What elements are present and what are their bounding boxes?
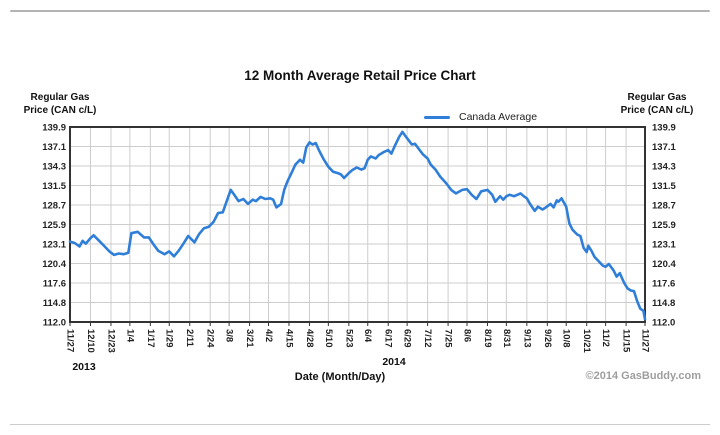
- x-tick-label: 5/23: [343, 329, 354, 348]
- y-tick-label-left: 120.4: [42, 259, 66, 270]
- y-tick-label-left: 123.1: [42, 240, 66, 251]
- x-tick-label: 8/6: [461, 329, 472, 342]
- y-tick-label-left: 117.6: [43, 279, 66, 290]
- left-y-axis-title-line2: Price (CAN c/L): [23, 104, 97, 116]
- left-y-axis-title: Regular Gas Price (CAN c/L): [8, 92, 112, 117]
- copyright-text: ©2014 GasBuddy.com: [585, 370, 702, 382]
- y-tick-label-right: 131.5: [652, 181, 676, 192]
- x-tick-label: 3/8: [224, 329, 235, 342]
- y-tick-label-right: 137.1: [652, 142, 676, 153]
- y-tick-label-left: 128.7: [42, 201, 66, 212]
- panel-top-border: [10, 10, 710, 12]
- left-y-axis-title-line1: Regular Gas: [30, 92, 90, 103]
- legend-label: Canada Average: [459, 111, 538, 123]
- plot-frame: [69, 126, 646, 323]
- x-tick-label: 5/10: [323, 329, 334, 348]
- x-tick-label: 12/23: [105, 329, 116, 353]
- x-tick-label: 1/29: [164, 329, 175, 348]
- y-tick-label-right: 125.9: [652, 220, 676, 231]
- x-tick-label: 12/10: [85, 329, 96, 353]
- y-tick-label-right: 139.9: [652, 123, 676, 134]
- x-tick-label: 10/8: [561, 329, 572, 348]
- y-tick-label-right: 114.8: [652, 298, 675, 309]
- y-tick-label-left: 134.3: [42, 162, 66, 173]
- legend-canada-average[interactable]: Canada Average: [424, 111, 537, 123]
- x-tick-label: 6/17: [383, 329, 394, 348]
- x-axis-title: Date (Month/Day): [294, 371, 386, 383]
- x-tick-label: 4/15: [283, 329, 294, 348]
- x-tick-label: 7/25: [443, 329, 454, 348]
- x-axis-year-2014: 2014: [382, 356, 406, 368]
- y-tick-label-left: 131.5: [42, 181, 66, 192]
- y-tick-label-right: 117.6: [652, 279, 675, 290]
- right-y-axis-title-line2: Price (CAN c/L): [620, 104, 694, 116]
- y-tick-label-right: 123.1: [652, 240, 676, 251]
- y-tick-label-right: 120.4: [652, 259, 676, 270]
- x-tick-label: 9/26: [542, 329, 553, 348]
- x-tick-label: 4/2: [263, 329, 274, 342]
- x-tick-label: 6/4: [362, 329, 373, 343]
- y-tick-label-left: 125.9: [42, 220, 66, 231]
- x-tick-label: 1/4: [124, 329, 135, 343]
- chart-title: 12 Month Average Retail Price Chart: [244, 68, 476, 83]
- legend-line-swatch: [424, 115, 450, 119]
- x-axis-year-2013: 2013: [72, 361, 96, 373]
- right-y-axis-title: Regular Gas Price (CAN c/L): [605, 92, 709, 117]
- x-tick-label: 6/29: [402, 329, 413, 348]
- y-tick-label-left: 112.0: [43, 318, 66, 329]
- x-tick-label: 8/19: [482, 329, 493, 348]
- y-tick-label-left: 114.8: [43, 298, 66, 309]
- x-tick-label: 8/31: [501, 329, 512, 348]
- x-tick-label: 11/15: [621, 329, 632, 353]
- y-tick-label-right: 112.0: [652, 318, 675, 329]
- right-y-axis-title-line1: Regular Gas: [627, 92, 687, 103]
- x-tick-label: 11/27: [640, 329, 651, 352]
- x-tick-label: 11/27: [65, 329, 76, 352]
- x-tick-label: 9/13: [521, 329, 532, 348]
- y-tick-label-right: 128.7: [652, 201, 676, 212]
- x-tick-label: 7/12: [422, 329, 433, 348]
- x-tick-label: 4/28: [304, 329, 315, 348]
- y-tick-label-left: 139.9: [42, 123, 66, 134]
- x-tick-label: 2/11: [184, 329, 195, 348]
- y-tick-label-right: 134.3: [652, 162, 676, 173]
- x-tick-label: 1/17: [145, 329, 156, 348]
- x-tick-label: 11/2: [600, 329, 611, 347]
- series-line-canada-average: [68, 130, 647, 321]
- x-tick-label: 2/24: [205, 329, 216, 348]
- panel-bottom-border: [10, 424, 710, 425]
- x-tick-label: 3/21: [244, 329, 255, 348]
- y-tick-label-left: 137.1: [42, 142, 66, 153]
- x-tick-label: 10/21: [581, 329, 592, 353]
